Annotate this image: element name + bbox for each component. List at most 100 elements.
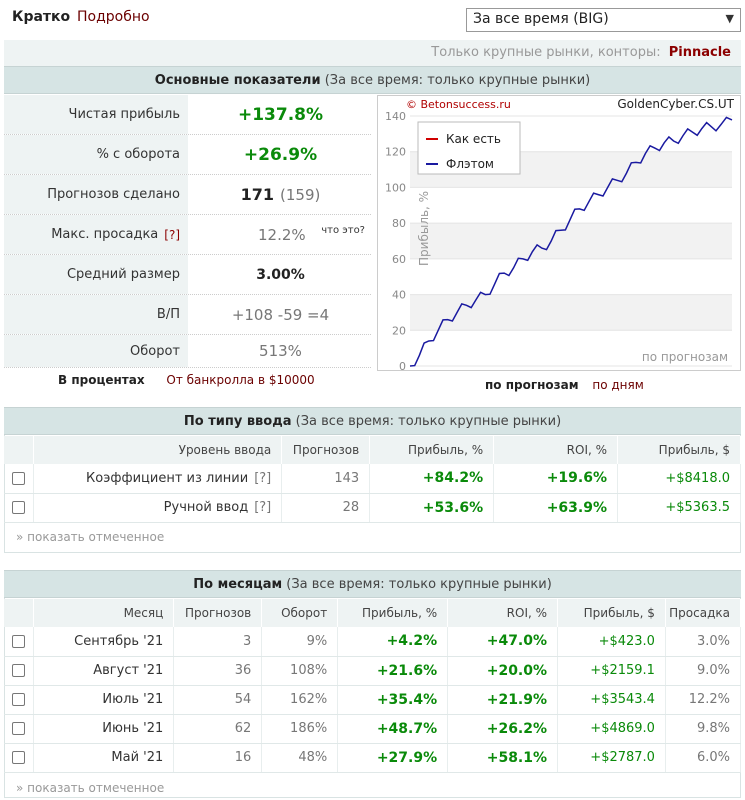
column-header: Прибыль, $	[617, 436, 741, 464]
y-tick-label: 40	[392, 289, 406, 302]
entry-type-title: По типу ввода	[183, 414, 292, 429]
turnover-cell: 9%	[261, 627, 339, 657]
table-row: Май '21 16 48% +27.9% +58.1% +$2787.0 6.0%	[4, 743, 742, 773]
stat-row-turnover: Оборот 513%	[4, 335, 371, 368]
stats-mode: В процентах От банкролла в $10000	[58, 373, 315, 387]
stat-row-turnover-pct: % с оборота +26.9%	[4, 135, 371, 175]
watermark-left: © Betonsuccess.ru	[406, 98, 511, 111]
from-bankroll-link[interactable]: От банкролла в $10000	[166, 373, 315, 387]
drawdown-cell: 9.0%	[665, 656, 742, 686]
entry-type-table: Уровень ввода Прогнозов Прибыль, % ROI, …	[4, 436, 741, 523]
row-checkbox-cell	[4, 743, 35, 773]
column-header-check	[4, 436, 35, 464]
profit-chart: 0 20 40 60 80 100 120 140 © Betonsuccess.ru Gol…	[377, 95, 741, 373]
stat-label: Средний размер	[4, 255, 188, 294]
what-is-this-link[interactable]: что это?	[321, 225, 365, 236]
turnover-pct-value: +26.9%	[243, 144, 318, 165]
legend-box	[417, 121, 521, 175]
help-link[interactable]: [?]	[254, 500, 272, 515]
column-header-check	[4, 599, 35, 627]
stat-label: Прогнозов сделано	[4, 175, 188, 214]
entry-type-note: (За все время: только крупные рынки)	[295, 414, 562, 429]
month-cell: Сентябрь '21	[33, 627, 175, 657]
profit-usd-cell: +$3543.4	[557, 685, 666, 715]
help-link[interactable]: [?]	[164, 227, 180, 242]
drawdown-cell: 9.8%	[665, 714, 742, 744]
count-cell: 36	[173, 656, 263, 686]
table-header-row: Уровень ввода Прогнозов Прибыль, % ROI, …	[4, 436, 741, 464]
main-stats-header: Основные показатели (За все время: тольк…	[4, 66, 741, 94]
predictions-value-secondary: (159)	[280, 185, 321, 204]
column-header: Оборот	[261, 599, 339, 627]
row-checkbox[interactable]	[12, 722, 26, 735]
table-row: Июнь '21 62 186% +48.7% +26.2% +$4869.0 9.8%	[4, 714, 742, 744]
stat-label: Оборот	[4, 335, 188, 367]
profit-pct-cell: +21.6%	[337, 656, 449, 686]
table-row: Июль '21 54 162% +35.4% +21.9% +$3543.4 12.2%	[4, 685, 742, 715]
month-header: По месяцам (За все время: только крупные…	[4, 570, 741, 598]
y-tick-label: 80	[392, 217, 406, 230]
row-checkbox[interactable]	[12, 693, 26, 706]
main-stats-note: (За все время: только крупные рынки)	[324, 73, 591, 88]
row-checkbox[interactable]	[12, 634, 26, 648]
profit-chart-svg: 0 20 40 60 80 100 120 140 © Betonsuccess.ru Gol…	[385, 97, 735, 373]
stats-table: Чистая прибыль +137.8% % с оборота +26.9…	[4, 95, 371, 368]
help-link[interactable]: [?]	[254, 470, 272, 486]
row-checkbox[interactable]	[12, 751, 26, 764]
entry-level-cell: Ручной ввод [?]	[33, 493, 283, 523]
row-checkbox-cell	[4, 685, 35, 715]
turnover-cell: 162%	[261, 685, 339, 715]
stat-row-wl: В/П +108 -59 =4	[4, 295, 371, 335]
roi-cell: +26.2%	[447, 714, 559, 744]
profit-usd-cell: +$2159.1	[557, 656, 666, 686]
in-percent-label: В процентах	[58, 373, 145, 387]
bookmaker-name[interactable]: Pinnacle	[668, 45, 731, 60]
by-days-link[interactable]: по дням	[592, 378, 644, 392]
predictions-value: 171	[240, 185, 275, 204]
row-checkbox[interactable]	[12, 471, 26, 485]
table-row: Коэффициент из линии [?] 143 +84.2% +19.6…	[4, 464, 741, 494]
month-cell: Июнь '21	[33, 714, 175, 744]
row-checkbox[interactable]	[12, 501, 26, 514]
show-marked-link[interactable]: » показать отмеченное	[16, 530, 165, 544]
stat-label: Чистая прибыль	[4, 95, 188, 134]
tab-detailed[interactable]: Подробно	[77, 9, 150, 25]
show-marked-link[interactable]: » показать отмеченное	[16, 781, 165, 795]
table-row: Сентябрь '21 3 9% +4.2% +47.0% +$423.0 3.0%	[4, 627, 742, 657]
entry-type-header: По типу ввода (За все время: только круп…	[4, 407, 741, 435]
filter-text: Только крупные рынки, конторы:	[431, 45, 661, 60]
table-header-row: Месяц Прогнозов Оборот Прибыль, % ROI, %…	[4, 599, 742, 627]
legend-label-flat: Флэтом	[446, 157, 494, 171]
y-axis-label: Прибыль, %	[417, 191, 431, 266]
stat-row-net-profit: Чистая прибыль +137.8%	[4, 95, 371, 135]
tab-short[interactable]: Кратко	[12, 9, 71, 25]
row-checkbox[interactable]	[12, 664, 26, 677]
legend-label-as-is: Как есть	[446, 132, 501, 146]
month-table: Месяц Прогнозов Оборот Прибыль, % ROI, %…	[4, 599, 742, 773]
y-tick-label: 120	[385, 146, 406, 159]
roi-cell: +58.1%	[447, 743, 559, 773]
period-select[interactable]: За все время (BIG) ▼	[466, 8, 741, 32]
drawdown-cell: 6.0%	[665, 743, 742, 773]
y-tick-label: 100	[385, 181, 406, 194]
count-cell: 62	[173, 714, 263, 744]
turnover-cell: 108%	[261, 656, 339, 686]
column-header: ROI, %	[493, 436, 619, 464]
count-cell: 16	[173, 743, 263, 773]
column-header: Просадка	[665, 599, 742, 627]
grid-band	[410, 223, 732, 259]
column-header: Прогнозов	[173, 599, 263, 627]
table-row: Ручной ввод [?] 28 +53.6% +63.9% +$5363.5	[4, 493, 741, 523]
turnover-cell: 186%	[261, 714, 339, 744]
column-header: ROI, %	[447, 599, 559, 627]
stat-row-avg-size: Средний размер 3.00%	[4, 255, 371, 295]
profit-pct-cell: +35.4%	[337, 685, 449, 715]
column-header: Месяц	[33, 599, 175, 627]
y-tick-label: 0	[399, 360, 406, 370]
grid-band	[410, 294, 732, 331]
count-cell: 143	[281, 464, 371, 494]
row-checkbox-cell	[4, 714, 35, 744]
max-drawdown-label: Макс. просадка	[51, 227, 159, 242]
roi-cell: +20.0%	[447, 656, 559, 686]
filter-info: Только крупные рынки, конторы: Pinnacle	[4, 40, 741, 66]
